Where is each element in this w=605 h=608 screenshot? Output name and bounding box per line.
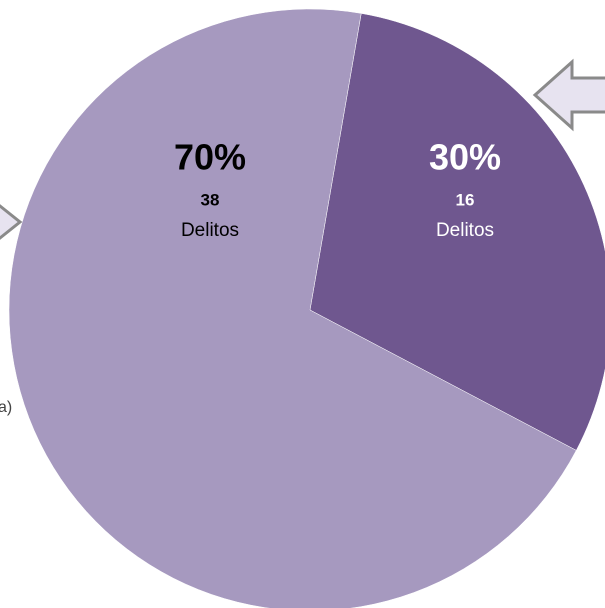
value-label: 30% <box>429 137 501 178</box>
pie-slice <box>8 8 577 608</box>
count-unit: Delitos <box>181 220 239 241</box>
annotation: a) <box>0 399 12 416</box>
count-label: 16 <box>456 190 475 209</box>
count-label: 38 <box>201 190 220 209</box>
arrow <box>532 58 605 132</box>
pie-slice <box>309 13 605 451</box>
count-unit: Delitos <box>436 220 494 241</box>
value-label: 70% <box>174 137 246 178</box>
arrow <box>0 204 23 240</box>
